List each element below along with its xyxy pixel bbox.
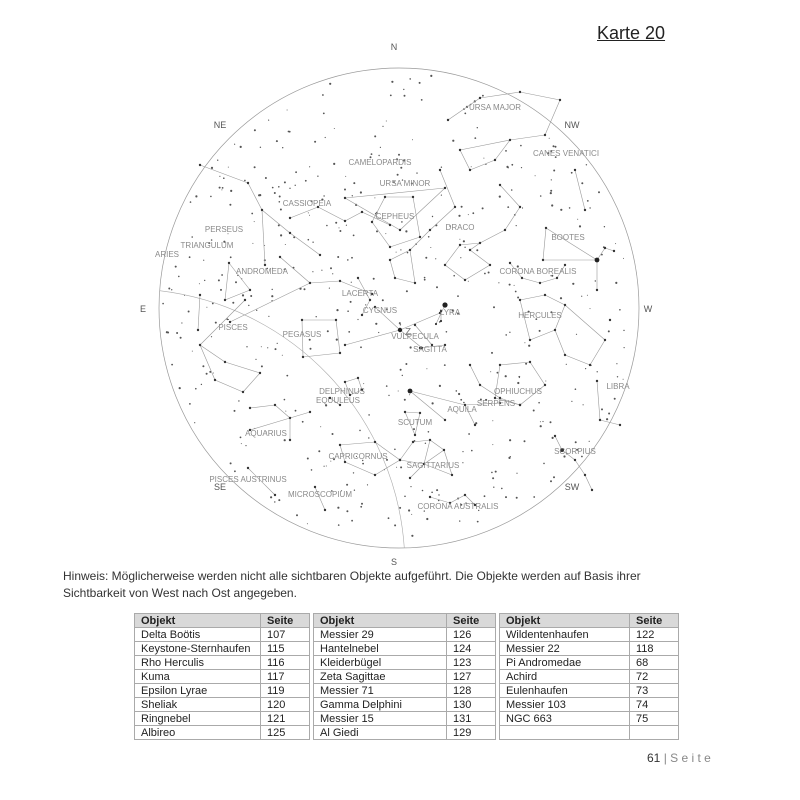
svg-text:ARIES: ARIES <box>155 250 179 259</box>
svg-text:DRACO: DRACO <box>446 223 475 232</box>
svg-text:CYGNUS: CYGNUS <box>363 306 397 315</box>
svg-text:EQUULEUS: EQUULEUS <box>316 396 360 405</box>
svg-text:CORONA AUSTRALIS: CORONA AUSTRALIS <box>418 502 499 511</box>
svg-text:W: W <box>644 304 653 314</box>
svg-text:CAPRICORNUS: CAPRICORNUS <box>328 452 387 461</box>
svg-text:NE: NE <box>214 120 227 130</box>
svg-text:CORONA BOREALIS: CORONA BOREALIS <box>500 267 577 276</box>
svg-text:AQUARIUS: AQUARIUS <box>245 429 287 438</box>
svg-text:LIBRA: LIBRA <box>606 382 630 391</box>
svg-text:AQUILA: AQUILA <box>447 405 477 414</box>
svg-text:CEPHEUS: CEPHEUS <box>376 212 415 221</box>
svg-text:SCUTUM: SCUTUM <box>398 418 433 427</box>
svg-text:PISCES AUSTRINUS: PISCES AUSTRINUS <box>209 475 286 484</box>
svg-text:LACERTA: LACERTA <box>342 289 379 298</box>
svg-text:PERSEUS: PERSEUS <box>205 225 243 234</box>
svg-text:MICROSCOPIUM: MICROSCOPIUM <box>288 490 352 499</box>
svg-text:E: E <box>140 304 146 314</box>
svg-text:VULPECULA: VULPECULA <box>391 332 439 341</box>
svg-text:N: N <box>391 42 398 52</box>
svg-text:S: S <box>391 557 397 567</box>
svg-text:ANDROMEDA: ANDROMEDA <box>236 267 289 276</box>
svg-text:BOOTES: BOOTES <box>551 233 584 242</box>
svg-text:PEGASUS: PEGASUS <box>283 330 322 339</box>
svg-text:HERCULES: HERCULES <box>518 311 562 320</box>
svg-text:SAGITTA: SAGITTA <box>413 345 447 354</box>
svg-text:PISCES: PISCES <box>218 323 247 332</box>
svg-text:DELPHINUS: DELPHINUS <box>319 387 365 396</box>
svg-text:OPHIUCHUS: OPHIUCHUS <box>494 387 542 396</box>
svg-text:SAGITTARIUS: SAGITTARIUS <box>407 461 460 470</box>
svg-text:Z: Z <box>405 327 411 338</box>
svg-text:URSA MINOR: URSA MINOR <box>380 179 431 188</box>
svg-text:SERPENS: SERPENS <box>477 399 515 408</box>
svg-text:CASSIOPEIA: CASSIOPEIA <box>283 199 332 208</box>
svg-text:SW: SW <box>565 482 580 492</box>
svg-text:SCORPIUS: SCORPIUS <box>554 447 596 456</box>
svg-text:TRIANGULUM: TRIANGULUM <box>181 241 234 250</box>
svg-text:NW: NW <box>565 120 580 130</box>
svg-text:URSA MAJOR: URSA MAJOR <box>469 103 521 112</box>
svg-text:CAMELOPARDIS: CAMELOPARDIS <box>349 158 412 167</box>
svg-text:CANES VENATICI: CANES VENATICI <box>533 149 599 158</box>
